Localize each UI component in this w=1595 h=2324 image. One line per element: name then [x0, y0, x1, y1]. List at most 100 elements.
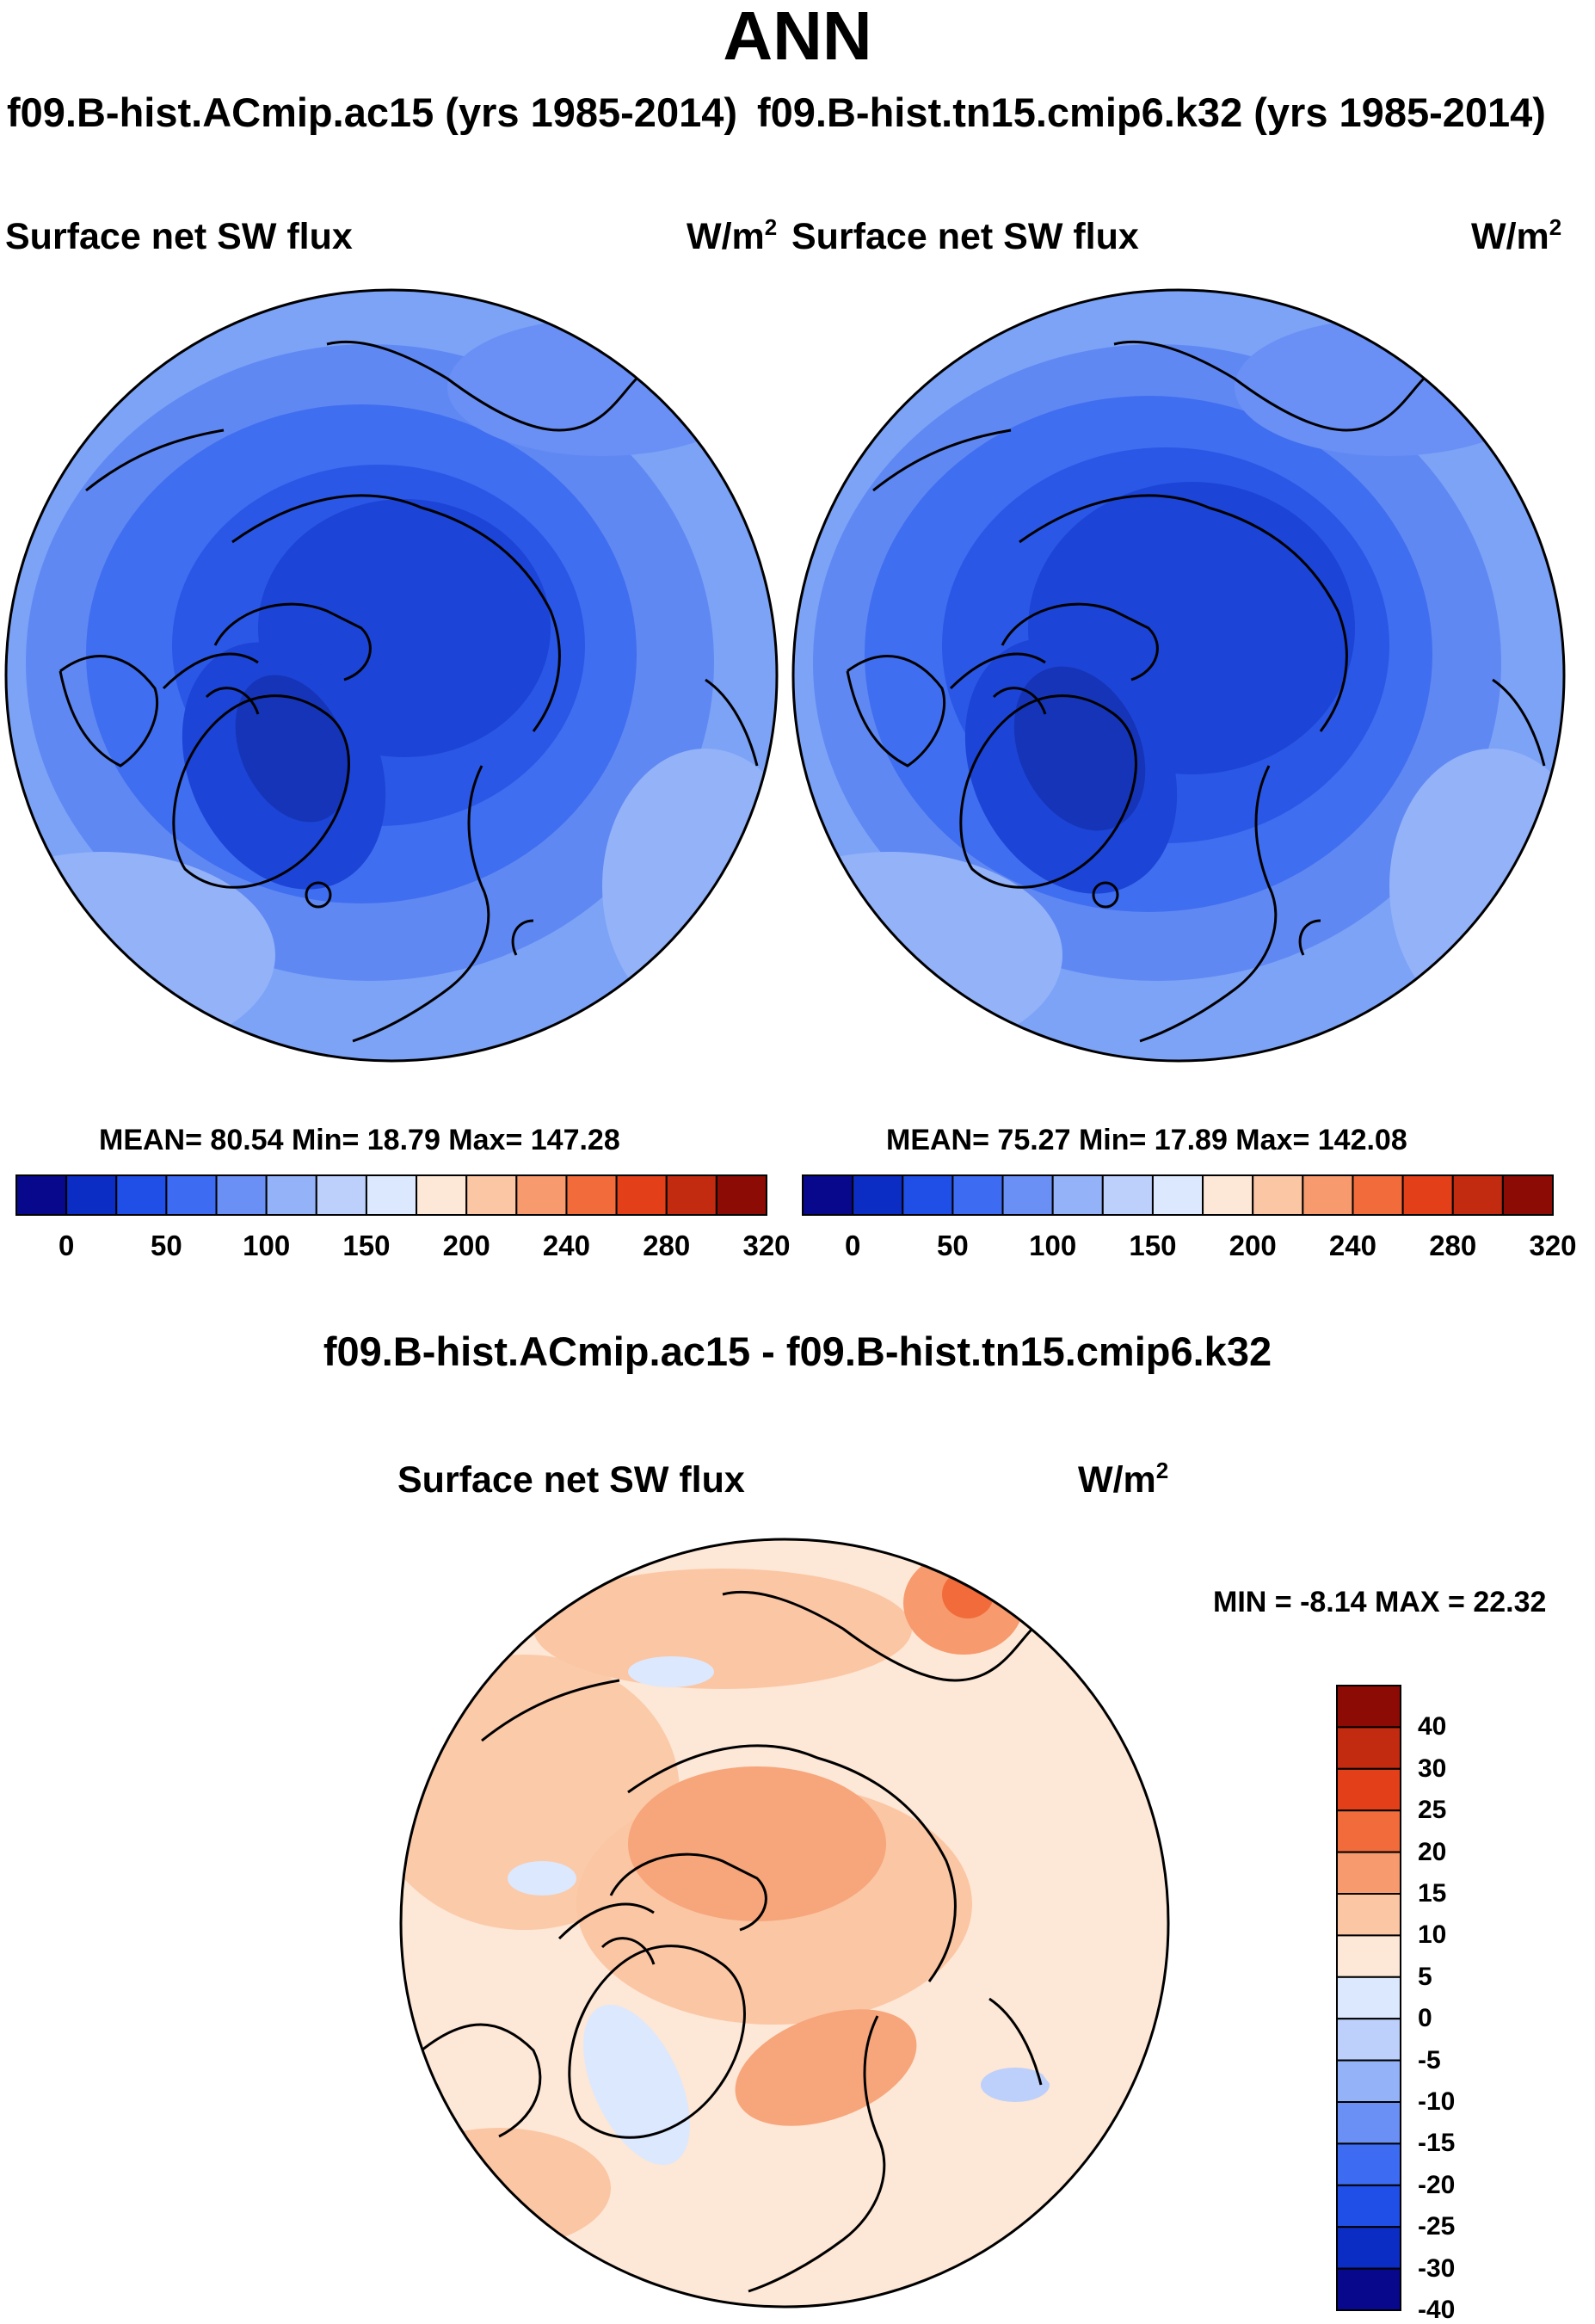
coastlines-right — [846, 340, 1546, 1043]
colorbar-swatch — [1252, 1174, 1304, 1216]
colorbar-swatch — [515, 1174, 568, 1216]
colorbar-tick-label: 240 — [1328, 1230, 1376, 1261]
colorbar-tick-label: 5 — [1418, 1962, 1432, 1991]
colorbar-left — [15, 1174, 767, 1216]
colorbar-tick-label: -25 — [1418, 2212, 1456, 2241]
colorbar-tick-label: -30 — [1418, 2253, 1456, 2283]
colorbar-tick-label: 320 — [1529, 1230, 1577, 1261]
colorbar-swatch — [215, 1174, 268, 1216]
colorbar-tick-label: 0 — [1418, 2004, 1432, 2033]
unit-label-right: W/m2 — [1471, 214, 1562, 257]
colorbar-swatch — [165, 1174, 218, 1216]
colorbar-swatch — [465, 1174, 518, 1216]
colorbar-tick-label: 0 — [844, 1230, 861, 1261]
map-fill-left — [6, 290, 777, 1061]
colorbar-swatch — [1336, 1934, 1401, 1978]
colorbar-swatch — [1336, 2226, 1401, 2270]
colorbar-tick-label: 320 — [742, 1230, 791, 1261]
colorbar-swatch — [115, 1174, 168, 1216]
colorbar-swatch — [1336, 1851, 1401, 1896]
coastlines-difference — [421, 1590, 1043, 2293]
colorbar-tick-label: 25 — [1418, 1796, 1447, 1825]
colorbar-swatch — [265, 1174, 317, 1216]
colorbar-swatch — [1336, 2184, 1401, 2228]
colorbar-swatch — [1451, 1174, 1504, 1216]
colorbar-swatch — [1336, 2101, 1401, 2145]
polar-map-left — [4, 288, 779, 1063]
colorbar-tick-label: 240 — [542, 1230, 590, 1261]
colorbar-tick-label: 50 — [151, 1230, 182, 1261]
difference-variable-label: Surface net SW flux — [397, 1459, 745, 1501]
colorbar-tick-label: 200 — [1229, 1230, 1277, 1261]
colorbar-swatch — [951, 1174, 1004, 1216]
stats-left: MEAN= 80.54 Min= 18.79 Max= 147.28 — [99, 1124, 620, 1156]
colorbar-tick-label: 100 — [243, 1230, 291, 1261]
stats-right: MEAN= 75.27 Min= 17.89 Max= 142.08 — [886, 1124, 1407, 1156]
colorbar-swatch — [315, 1174, 367, 1216]
variable-label-right: Surface net SW flux — [791, 216, 1139, 257]
colorbar-tick-label: 200 — [442, 1230, 490, 1261]
map-fill-right — [793, 290, 1564, 1061]
colorbar-swatch — [416, 1174, 468, 1216]
colorbar-swatch — [1101, 1174, 1154, 1216]
coastlines-left — [59, 340, 759, 1043]
colorbar-swatch — [1401, 1174, 1454, 1216]
colorbar-tick-label: -15 — [1418, 2129, 1456, 2158]
colorbar-swatch — [1202, 1174, 1254, 1216]
colorbar-swatch — [1001, 1174, 1054, 1216]
colorbar-tick-label: 10 — [1418, 1920, 1447, 1950]
unit-label-left: W/m2 — [687, 214, 778, 257]
colorbar-swatch — [1302, 1174, 1354, 1216]
colorbar-tick-label: 20 — [1418, 1837, 1447, 1866]
colorbar-swatch — [1051, 1174, 1104, 1216]
colorbar-tick-label: 100 — [1029, 1230, 1077, 1261]
colorbar-tick-label: 0 — [58, 1230, 75, 1261]
colorbar-swatch — [1151, 1174, 1204, 1216]
colorbar-swatch — [665, 1174, 717, 1216]
colorbar-tick-label: 15 — [1418, 1879, 1447, 1908]
colorbar-difference — [1336, 1685, 1401, 2311]
colorbar-swatch — [852, 1174, 904, 1216]
colorbar-tick-label: -40 — [1418, 2296, 1456, 2324]
colorbar-tick-label: -10 — [1418, 2087, 1456, 2116]
colorbar-swatch — [65, 1174, 118, 1216]
colorbar-tick-label: -20 — [1418, 2170, 1456, 2199]
colorbar-tick-label: 30 — [1418, 1754, 1447, 1783]
colorbar-tick-label: 280 — [643, 1230, 691, 1261]
colorbar-swatch — [1336, 2142, 1401, 2186]
colorbar-swatch — [1501, 1174, 1554, 1216]
colorbar-swatch — [615, 1174, 668, 1216]
colorbar-tick-label: 40 — [1418, 1712, 1447, 1741]
colorbar-swatch — [365, 1174, 418, 1216]
colorbar-swatch — [565, 1174, 618, 1216]
case-title-left: f09.B-hist.ACmip.ac15 (yrs 1985-2014) — [7, 89, 738, 135]
colorbar-swatch — [715, 1174, 767, 1216]
colorbar-tick-label: -5 — [1418, 2045, 1441, 2074]
colorbar-swatch — [1336, 1893, 1401, 1937]
colorbar-swatch — [802, 1174, 854, 1216]
difference-title: f09.B-hist.ACmip.ac15 - f09.B-hist.tn15.… — [323, 1328, 1272, 1374]
variable-label-left: Surface net SW flux — [5, 216, 353, 257]
colorbar-swatch — [902, 1174, 954, 1216]
colorbar-swatch — [1336, 2059, 1401, 2104]
colorbar-tick-label: 50 — [937, 1230, 969, 1261]
colorbar-tick-label: 150 — [342, 1230, 391, 1261]
colorbar-swatch — [1336, 1809, 1401, 1853]
colorbar-tick-label: 280 — [1429, 1230, 1477, 1261]
colorbar-swatch — [1336, 1767, 1401, 1812]
colorbar-swatch — [15, 1174, 68, 1216]
difference-unit-label: W/m2 — [1078, 1458, 1169, 1501]
colorbar-swatch — [1336, 1685, 1401, 1729]
colorbar-swatch — [1336, 2267, 1401, 2311]
colorbar-tick-label: 150 — [1129, 1230, 1177, 1261]
colorbar-right — [802, 1174, 1554, 1216]
polar-map-right — [791, 288, 1566, 1063]
colorbar-swatch — [1336, 1976, 1401, 2020]
colorbar-swatch — [1352, 1174, 1404, 1216]
colorbar-swatch — [1336, 1726, 1401, 1770]
colorbar-swatch — [1336, 2018, 1401, 2062]
difference-stats: MIN = -8.14 MAX = 22.32 — [1213, 1586, 1547, 1618]
figure-title: ANN — [723, 0, 872, 74]
polar-map-difference — [399, 1538, 1170, 2309]
case-title-right: f09.B-hist.tn15.cmip6.k32 (yrs 1985-2014… — [757, 89, 1546, 135]
